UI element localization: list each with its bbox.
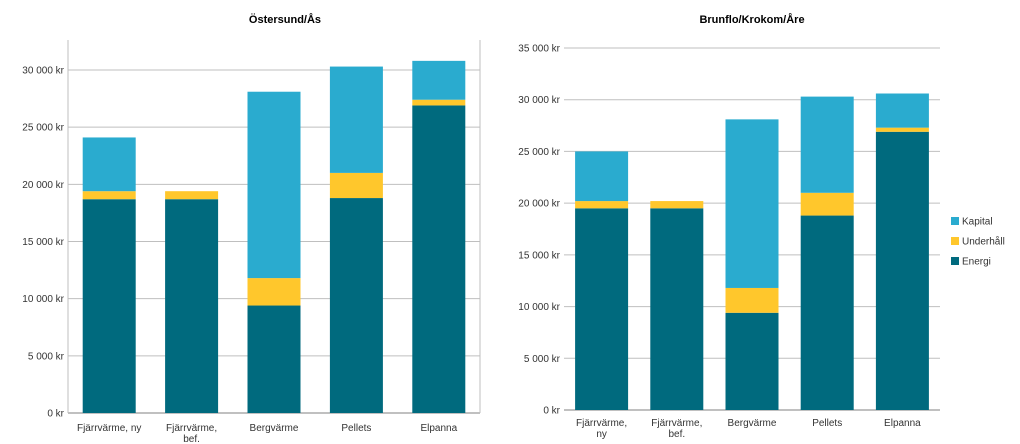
y-tick-label: 10 000 kr	[518, 302, 560, 313]
bar-segment-kapital	[575, 151, 629, 202]
y-tick-label: 35 000 kr	[518, 44, 560, 55]
y-tick-label: 5 000 kr	[28, 351, 65, 362]
y-tick-label: 15 000 kr	[518, 250, 560, 261]
bar-segment-underhll	[165, 191, 219, 200]
y-tick-label: 20 000 kr	[22, 180, 64, 191]
bar-segment-energi	[82, 199, 136, 413]
bar-segment-energi	[725, 312, 779, 410]
y-tick-label: 0 kr	[543, 406, 560, 417]
bar-segment-underhll	[800, 192, 854, 216]
y-tick-label: 0 kr	[47, 409, 64, 420]
bar-segment-underhll	[875, 127, 929, 132]
y-tick-label: 25 000 kr	[518, 147, 560, 158]
y-tick-label: 25 000 kr	[22, 123, 64, 134]
category-label: Fjärrvärme, ny	[576, 418, 627, 440]
category-label: Pellets	[341, 423, 371, 434]
bar-segment-underhll	[412, 99, 466, 106]
category-label: Pellets	[812, 418, 842, 429]
bar-segment-kapital	[82, 137, 136, 192]
bar-segment-energi	[650, 208, 704, 410]
bar-segment-energi	[800, 215, 854, 410]
y-tick-label: 15 000 kr	[22, 237, 64, 248]
bar-segment-energi	[329, 198, 383, 413]
bar-segment-underhll	[329, 172, 383, 199]
category-label: Bergvärme	[728, 418, 777, 429]
bar-segment-underhll	[725, 287, 779, 313]
bar-segment-kapital	[800, 96, 854, 193]
chart-legend: Kapital Underhåll Energi	[951, 217, 1005, 268]
bar-segment-kapital	[725, 119, 779, 288]
legend-swatch	[951, 257, 959, 265]
bar-segment-kapital	[875, 93, 929, 128]
category-label: Fjärrvärme, bef.	[651, 418, 702, 440]
bar-segment-underhll	[575, 201, 629, 209]
category-label: Elpanna	[884, 418, 921, 429]
bar-segment-energi	[247, 305, 301, 413]
bar-segment-energi	[575, 208, 629, 410]
chart-brunflo-krokom-are: Brunflo/Krokom/Åre 0 kr 5 000 kr 10 000 kr 1…	[518, 13, 940, 440]
legend-label: Kapital	[962, 217, 993, 228]
category-label: Fjärrvärme, ny	[77, 423, 141, 434]
category-label: Bergvärme	[250, 423, 299, 434]
legend-label: Energi	[962, 257, 991, 268]
bar-segment-energi	[412, 105, 466, 414]
legend-swatch	[951, 217, 959, 225]
legend-swatch	[951, 237, 959, 245]
y-tick-label: 20 000 kr	[518, 199, 560, 210]
bar-segment-kapital	[247, 91, 301, 279]
bar-segment-kapital	[329, 66, 383, 173]
bar-segment-underhll	[82, 191, 136, 200]
y-tick-label: 5 000 kr	[524, 354, 561, 365]
bar-segment-kapital	[412, 60, 466, 100]
bar-segment-underhll	[247, 278, 301, 306]
y-tick-label: 30 000 kr	[22, 66, 64, 77]
y-tick-label: 10 000 kr	[22, 294, 64, 305]
chart-title: Brunflo/Krokom/Åre	[699, 13, 804, 26]
chart-title: Östersund/Ås	[249, 13, 321, 26]
category-label: Elpanna	[420, 423, 457, 434]
chart-ostersund-as: Östersund/Ås 0 kr 5 000 kr 10 000 kr 15 000 …	[22, 13, 481, 444]
category-label: Fjärrvärme, bef.	[166, 423, 217, 444]
bar-segment-energi	[165, 199, 219, 413]
legend-label: Underhåll	[962, 236, 1005, 248]
y-tick-label: 30 000 kr	[518, 95, 560, 106]
bar-segment-underhll	[650, 201, 704, 209]
bar-segment-energi	[875, 131, 929, 410]
